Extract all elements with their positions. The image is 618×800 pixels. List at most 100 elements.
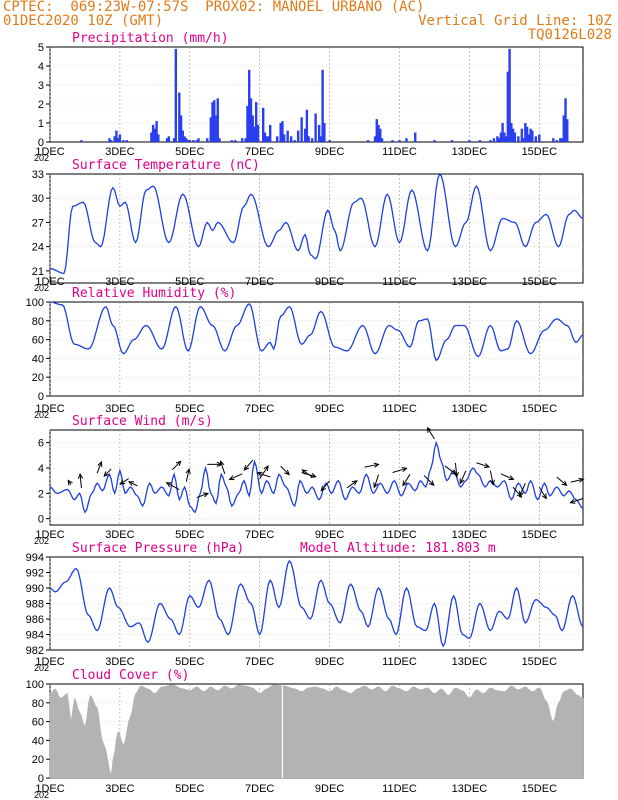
x-tick-label-0-4: 9DEC [315,146,344,158]
precip-bar-25 [192,140,195,142]
wind-arrow-32 [500,473,514,480]
precip-bar-22 [185,138,188,142]
y-tick-label-1-1: 24 [32,242,44,254]
x-tick-label-2-4: 9DEC [315,403,344,415]
y-tick-label-2-5: 100 [26,297,44,309]
wind-arrowhead-18 [301,469,308,475]
panel-title-2: Relative Humidity (%) [72,286,236,301]
precip-bar-79 [414,132,417,142]
precip-bar-21 [183,136,186,142]
wind-arrow-21 [364,463,379,468]
precip-bar-69 [328,140,331,142]
wind-arrow-6 [171,460,182,471]
precip-bar-0 [80,140,83,142]
series-line-2 [49,301,584,362]
precip-bar-48 [265,136,268,142]
wind-arrowhead-6 [175,460,182,467]
precip-bar-85 [492,138,496,142]
x-tick-label-1-0: 1DEC [35,276,64,288]
wind-arrowhead-21 [373,462,380,468]
wind-arrowhead-14 [263,465,269,472]
x-year-label-3: 202 [34,536,49,546]
precip-bar-75 [380,138,384,142]
precip-bar-1 [108,138,111,142]
x-tick-label-1-3: 7DEC [245,276,274,288]
y-tick-label-0-2: 2 [38,99,44,111]
wind-arrowhead-5 [127,481,134,486]
precip-bar-42 [251,115,254,142]
precip-bar-88 [499,132,503,142]
wind-arrowhead-24 [402,480,408,487]
wind-arrowhead-38 [569,498,576,504]
x-tick-label-5-3: 7DEC [245,783,274,795]
x-tick-label-3-3: 7DEC [245,529,274,541]
precip-bar-44 [255,102,258,142]
precip-bar-29 [209,117,212,142]
precip-bar-57 [293,140,296,142]
wind-arrow-5 [128,481,138,487]
precip-bar-36 [234,140,237,142]
x-tick-label-0-0: 1DEC [35,146,64,158]
precip-bar-76 [391,140,394,142]
precip-bar-5 [116,138,120,142]
wind-arrowhead-31 [489,479,495,486]
wind-arrow-3 [103,468,112,477]
precip-bar-8 [125,140,129,142]
precip-bar-73 [377,124,380,142]
x-tick-label-4-2: 5DEC [175,656,204,668]
panel-frame-1 [49,173,584,284]
y-tick-label-2-3: 60 [32,335,44,347]
x-tick-label-2-5: 11DEC [382,403,417,415]
precip-bar-16 [172,138,176,142]
wind-arrow-7 [166,482,180,491]
precip-bar-112 [564,98,567,142]
precip-bar-91 [504,136,508,142]
wind-arrowhead-13 [243,465,250,471]
precip-bar-46 [262,107,265,142]
wind-arrow-31 [489,470,494,485]
wind-arrow-19 [320,480,330,491]
precip-bar-96 [513,132,517,142]
y-tick-label-0-4: 4 [38,61,44,73]
y-tick-label-3-3: 6 [38,438,44,450]
wind-arrow-18 [302,469,313,478]
x-tick-label-1-4: 9DEC [315,276,344,288]
precip-bar-39 [246,105,249,142]
precip-bar-61 [305,109,309,142]
precip-bar-15 [167,136,171,142]
precip-bar-33 [216,98,219,142]
precip-bar-106 [538,134,541,142]
wind-arrow-11 [220,461,226,474]
wind-arrowhead-4 [119,479,126,485]
series-line-4 [49,559,584,648]
wind-arrowhead-23 [401,467,408,473]
precip-bar-110 [560,138,564,142]
precip-bar-63 [310,138,314,142]
x-tick-label-1-5: 11DEC [382,276,417,288]
wind-arrowhead-17 [310,472,317,478]
x-tick-label-4-1: 3DEC [105,656,134,668]
x-tick-label-5-0: 1DEC [35,783,64,795]
precip-bar-55 [286,130,289,142]
x-tick-label-4-3: 7DEC [245,656,274,668]
precip-bar-68 [323,123,326,142]
x-tick-label-4-4: 9DEC [315,656,344,668]
wind-arrowhead-26 [426,426,432,433]
y-tick-label-2-2: 40 [32,353,44,365]
precip-bar-17 [174,48,178,142]
precip-bar-83 [478,140,482,142]
wind-arrowhead-29 [459,478,465,485]
wind-arrow-16 [280,465,290,475]
precip-bar-30 [211,102,214,142]
precip-bar-93 [508,48,511,142]
x-tick-label-0-3: 7DEC [245,146,274,158]
precip-bar-92 [506,71,510,142]
x-tick-label-0-6: 13DEC [452,146,488,158]
y-tick-label-0-5: 5 [38,42,44,54]
y-tick-label-5-2: 40 [32,735,44,747]
x-tick-label-5-7: 15DEC [522,783,558,795]
precip-bar-13 [157,134,160,142]
y-tick-label-2-4: 80 [32,316,44,328]
precip-bar-12 [155,121,158,142]
